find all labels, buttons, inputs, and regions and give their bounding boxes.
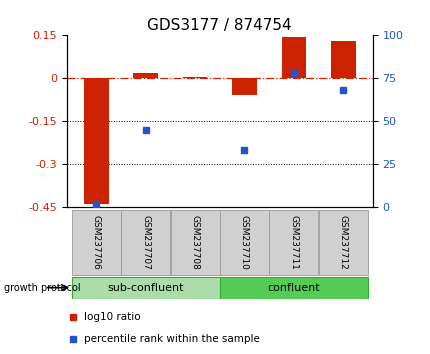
Text: GSM237708: GSM237708	[190, 215, 199, 270]
Bar	[72, 276, 219, 299]
Bar	[281, 37, 305, 78]
Bar	[170, 210, 219, 275]
Title: GDS3177 / 874754: GDS3177 / 874754	[147, 18, 292, 33]
Bar	[269, 210, 317, 275]
Text: GSM237712: GSM237712	[338, 215, 347, 270]
Bar	[232, 78, 256, 96]
Bar	[84, 78, 108, 204]
Text: sub-confluent: sub-confluent	[107, 282, 184, 293]
Bar	[133, 73, 158, 78]
Text: growth protocol: growth protocol	[4, 282, 81, 293]
Bar	[318, 210, 367, 275]
Text: GSM237711: GSM237711	[289, 215, 298, 270]
Bar	[72, 210, 120, 275]
Text: log10 ratio: log10 ratio	[83, 312, 140, 322]
Text: percentile rank within the sample: percentile rank within the sample	[83, 334, 259, 344]
Text: GSM237710: GSM237710	[240, 215, 249, 270]
Bar	[330, 41, 355, 78]
Text: GSM237707: GSM237707	[141, 215, 150, 270]
Text: confluent: confluent	[267, 282, 319, 293]
Text: GSM237706: GSM237706	[92, 215, 101, 270]
Bar	[220, 210, 268, 275]
Bar	[121, 210, 170, 275]
Bar	[220, 276, 367, 299]
